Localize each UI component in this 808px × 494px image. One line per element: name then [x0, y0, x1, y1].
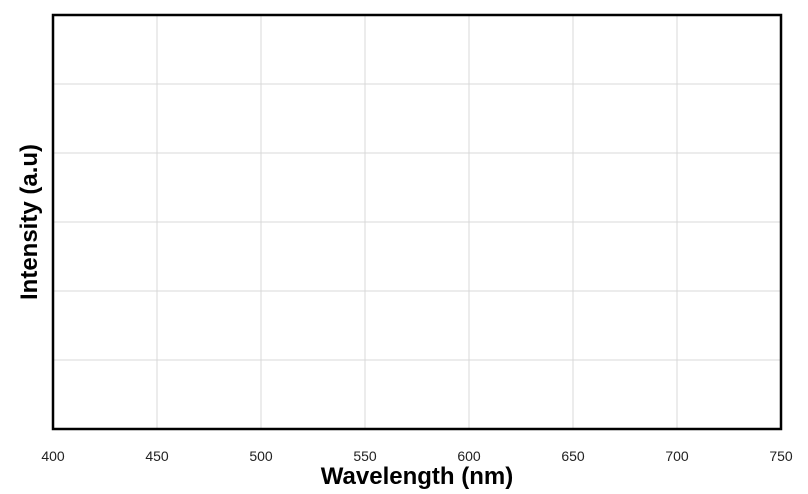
spectrum-segment-0-47 [407, 393, 417, 405]
spectrum-segment-0-3 [84, 425, 94, 427]
spectrum-segment-0-2 [74, 427, 84, 428]
spectrum-segment-0-65 [594, 329, 604, 349]
y-axis-title: Intensity (a.u) [16, 144, 43, 300]
spectrum-segment-0-68 [625, 377, 635, 389]
spectrum-segment-0-33 [286, 198, 294, 238]
spectrum-segment-0-6 [115, 401, 125, 413]
x-tick-label-600: 600 [457, 448, 481, 464]
spectrum-segment-0-9 [147, 310, 153, 350]
x-tick-label-650: 650 [561, 448, 585, 464]
spectrum-segment-0-19 [186, 126, 190, 190]
spectrum-segment-0-38 [323, 128, 329, 134]
spectrum-segment-0-0 [53, 427, 63, 428]
spectrum-segment-0-45 [386, 341, 396, 373]
spectrum-segment-0-36 [311, 130, 317, 138]
spectrum-segment-0-69 [635, 389, 645, 395]
spectrum-segment-0-12 [161, 119, 165, 191]
spectrum-segment-0-14 [169, 31, 173, 59]
spectrum-segment-0-79 [739, 424, 749, 425]
spectrum-segment-0-41 [344, 174, 354, 218]
spectrum-segment-0-13 [165, 59, 169, 119]
spectrum-segment-0-77 [719, 421, 729, 423]
spectrum-segment-0-21 [194, 246, 198, 294]
spectrum-segment-0-75 [698, 417, 708, 419]
spectrum-segment-0-60 [542, 272, 552, 302]
spectrum-segment-0-39 [330, 134, 336, 146]
spectrum-segment-0-17 [178, 35, 182, 71]
spectrum-segment-0-4 [95, 423, 105, 425]
spectrum-segment-0-16 [176, 27, 178, 35]
spectrum-segment-0-56 [500, 337, 510, 357]
spectrum-segment-0-25 [219, 393, 227, 399]
spectrum-segment-0-24 [211, 373, 219, 393]
plot-frame [51, 13, 783, 431]
x-tick-label-750: 750 [769, 448, 793, 464]
spectrum-segment-0-10 [153, 254, 157, 310]
spectrum-segment-0-58 [521, 310, 531, 322]
x-tick-label-400: 400 [41, 448, 65, 464]
spectrum-segment-0-66 [604, 349, 614, 365]
spectrum-segment-0-30 [261, 329, 269, 361]
spectrum-segment-0-35 [303, 138, 311, 162]
gridlines [52, 15, 782, 429]
x-tick-label-450: 450 [145, 448, 169, 464]
spectrum-segment-0-62 [563, 278, 573, 290]
spectrum-segment-0-20 [190, 190, 194, 246]
spectrum-segment-0-76 [708, 419, 718, 421]
x-tick-label-550: 550 [353, 448, 377, 464]
spectrum-segment-0-59 [531, 302, 541, 310]
spectrum-segment-0-53 [469, 389, 479, 403]
spectrum-segment-0-48 [417, 405, 427, 411]
spectrum-segment-0-28 [244, 381, 252, 395]
spectrum-segment-0-50 [438, 413, 448, 415]
spectrum-segment-0-81 [760, 426, 770, 427]
spectrum-segment-0-31 [269, 286, 277, 330]
spectrum-segment-0-7 [126, 385, 136, 401]
spectrum-line [53, 27, 781, 428]
spectrum-segment-0-74 [687, 415, 697, 417]
spectrum-segment-0-57 [511, 322, 521, 338]
spectrum-segment-0-44 [375, 302, 385, 342]
spectrum-segment-0-61 [552, 272, 562, 278]
spectrum-segment-0-5 [105, 413, 115, 423]
spectrum-segment-0-18 [182, 71, 186, 127]
spectrum-segment-0-43 [365, 262, 375, 302]
spectrum-segment-0-70 [646, 395, 656, 401]
spectrum-segment-0-46 [396, 373, 406, 393]
spectrum-segment-0-37 [317, 128, 323, 130]
spectrum-segment-0-26 [228, 399, 236, 401]
spectrum-segment-0-23 [205, 341, 211, 373]
spectrum-segment-0-78 [729, 423, 739, 424]
spectrum-segment-0-80 [750, 425, 760, 426]
spectrum-segment-0-67 [615, 365, 625, 377]
spectrum-segment-0-63 [573, 290, 583, 310]
spectrum-segment-0-51 [448, 411, 458, 415]
x-tick-labels: 400 450 500 550 600 650 700 750 [41, 448, 793, 464]
x-tick-label-700: 700 [665, 448, 689, 464]
spectrum-segment-0-40 [336, 146, 344, 174]
spectrum-segment-0-73 [677, 411, 687, 415]
spectrum-segment-0-64 [583, 310, 593, 330]
spectrum-segment-0-72 [667, 407, 677, 411]
spectrum-segment-0-29 [253, 361, 261, 381]
x-tick-label-500: 500 [249, 448, 273, 464]
spectrum-segment-0-8 [136, 349, 146, 385]
spectrum-segment-0-49 [427, 411, 437, 413]
spectrum-segment-0-22 [199, 294, 205, 342]
spectrum-segment-0-71 [656, 401, 666, 407]
spectrum-segment-0-32 [278, 238, 286, 286]
spectrum-segment-0-34 [294, 162, 302, 198]
spectrum-segment-0-54 [479, 373, 489, 389]
x-axis-title: Wavelength (nm) [321, 463, 513, 490]
spectrum-segment-0-42 [355, 218, 365, 262]
spectrum-segment-0-15 [174, 27, 176, 31]
spectrum-segment-0-27 [236, 395, 244, 401]
spectrum-segment-0-52 [459, 403, 469, 411]
